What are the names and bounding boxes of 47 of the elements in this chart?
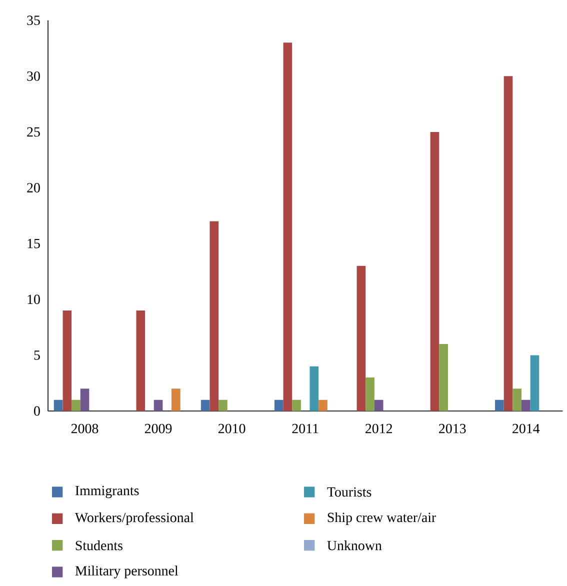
y-tick-label: 20 [27, 183, 40, 192]
x-tick-label: 2014 [512, 424, 540, 434]
bar [218, 400, 228, 411]
bar [439, 344, 448, 411]
x-tick-label: 2009 [144, 424, 172, 434]
x-tick-label: 2012 [366, 424, 392, 434]
bar [495, 400, 504, 411]
bar [72, 400, 80, 411]
legend-label: Students [76, 540, 122, 550]
y-tick-label: 15 [28, 238, 40, 248]
y-tick-label: 25 [27, 127, 40, 137]
bar [310, 366, 319, 411]
bar [430, 132, 440, 411]
legend-label: Immigrants [75, 486, 139, 498]
x-tick-label: 2013 [439, 424, 466, 434]
bar [530, 355, 540, 411]
bar [210, 221, 219, 411]
bar [136, 310, 146, 411]
x-tick-label: 2010 [218, 424, 246, 434]
bar [504, 76, 513, 411]
bar [366, 378, 374, 411]
legend-label: Tourists [327, 487, 372, 497]
y-tick-label: 0 [34, 406, 40, 416]
bar [356, 266, 366, 411]
legend-label: Ship crew water/air [328, 512, 436, 525]
y-tick-label: 5 [34, 350, 40, 360]
bar [80, 388, 90, 411]
x-tick-label: 2008 [71, 424, 98, 434]
legend-label: Military personnel [75, 566, 178, 578]
bar [62, 310, 72, 411]
bar [374, 400, 384, 411]
bar [172, 388, 180, 411]
bar [54, 400, 63, 411]
legend-label: Workers/professional [74, 512, 194, 526]
bar [521, 400, 530, 411]
bar [283, 42, 292, 411]
legend-label: Unknown [327, 540, 382, 550]
bar [292, 400, 301, 411]
bar [318, 400, 328, 411]
y-tick-label: 10 [28, 294, 40, 304]
bar [200, 400, 210, 411]
bar [512, 388, 522, 411]
bar [274, 400, 284, 411]
y-tick-label: 35 [27, 16, 40, 26]
x-tick-label: 2011 [292, 424, 318, 434]
bar [154, 400, 163, 411]
y-tick-label: 30 [27, 71, 40, 81]
